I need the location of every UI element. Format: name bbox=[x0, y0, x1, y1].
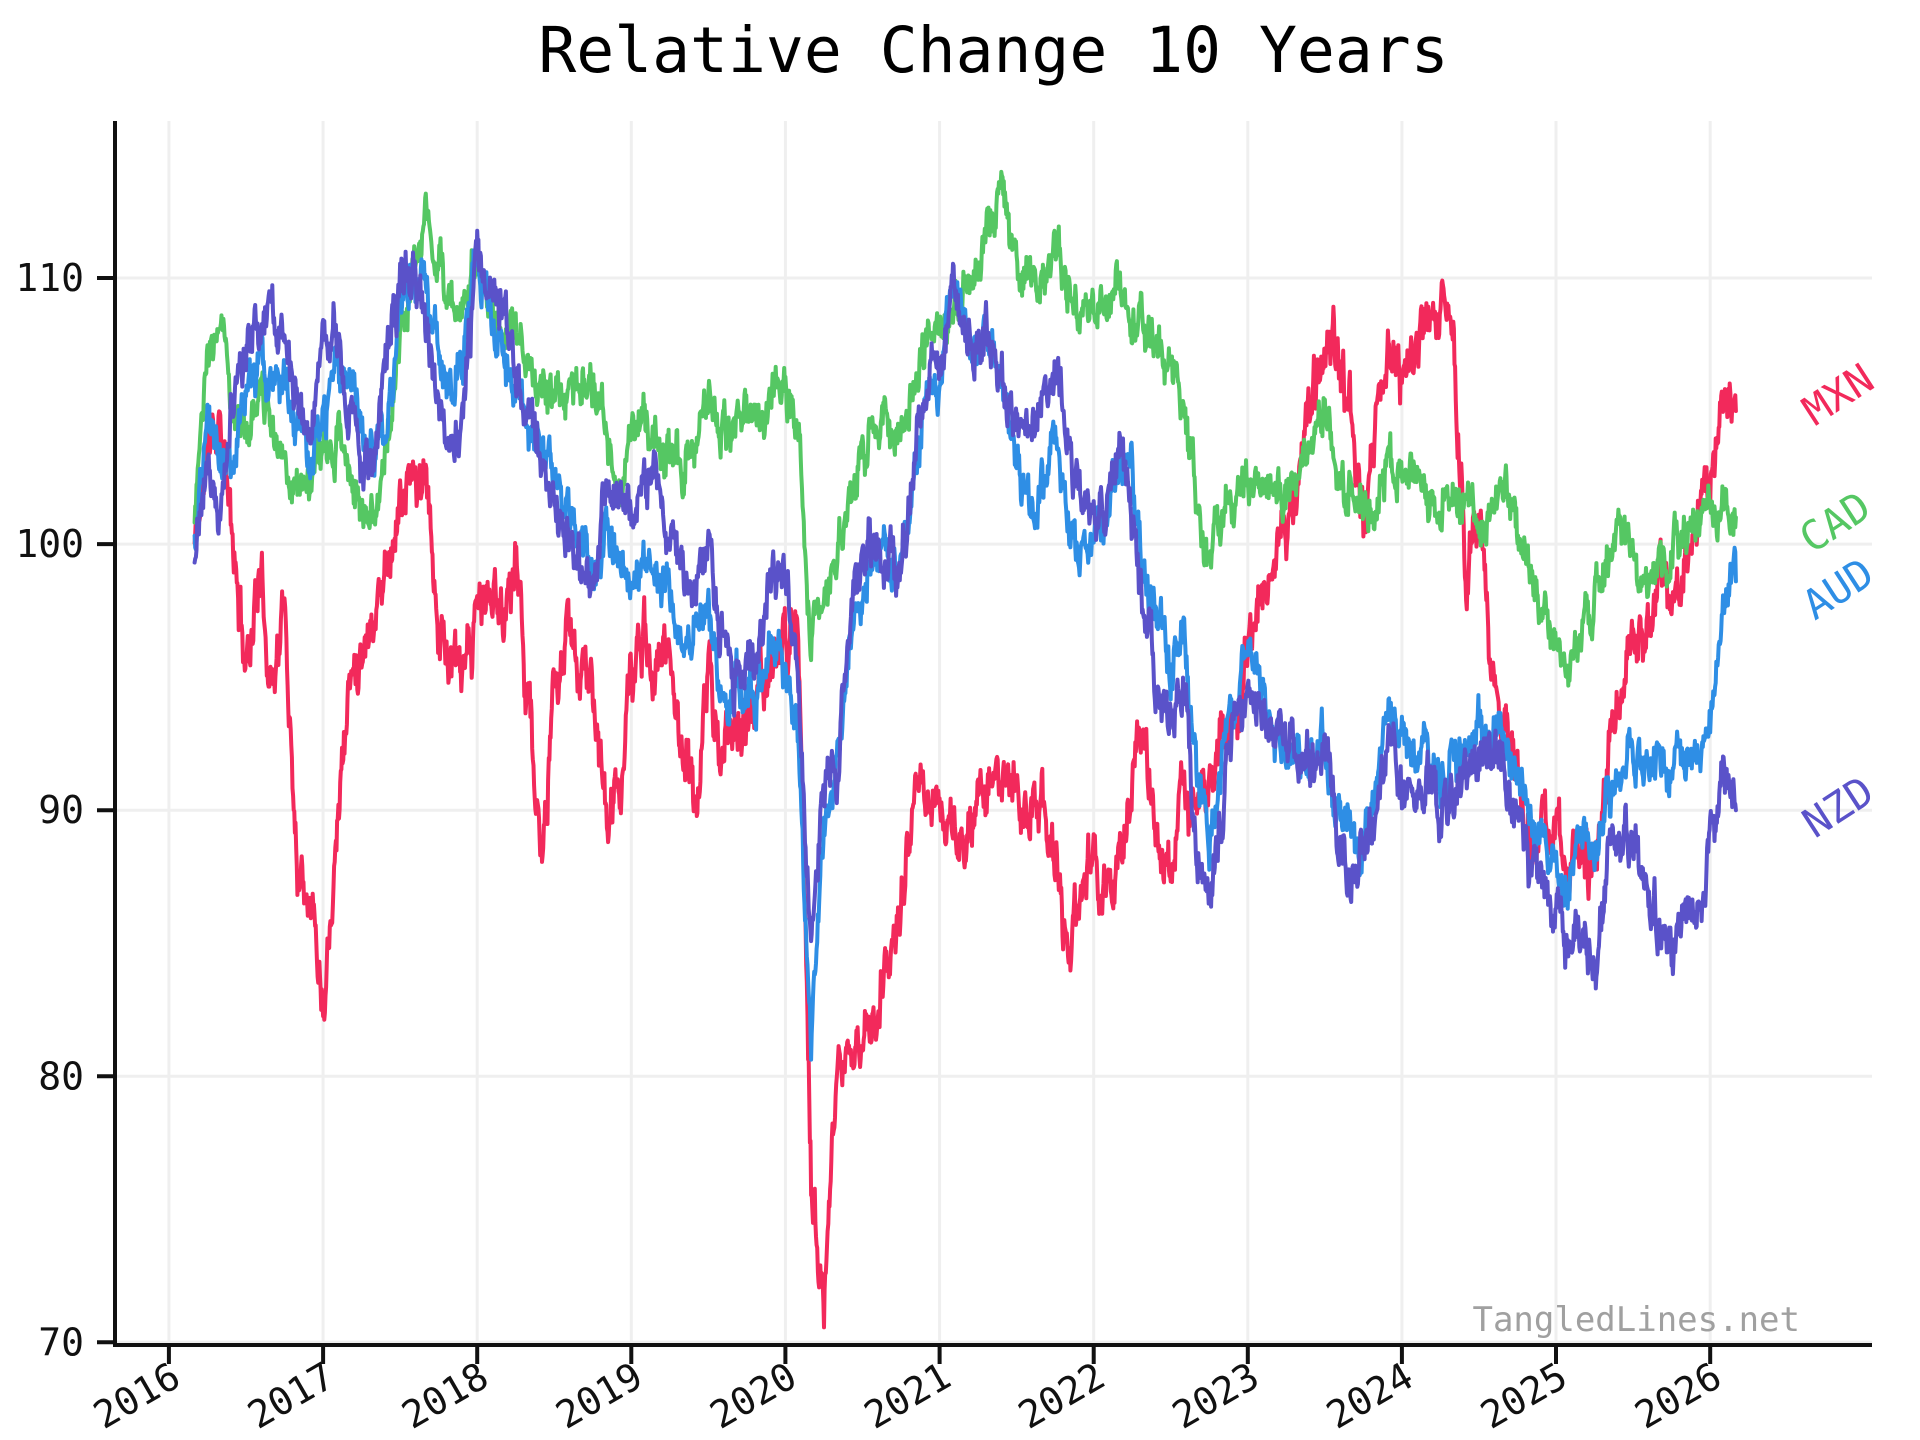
chart-title: Relative Change 10 Years bbox=[538, 14, 1449, 87]
series-label-NZD: NZD bbox=[1794, 767, 1882, 848]
y-tick-label: 100 bbox=[15, 522, 84, 566]
watermark-text: TangledLines.net bbox=[1472, 1300, 1800, 1340]
x-tick-label: 2022 bbox=[1011, 1354, 1112, 1438]
x-tick-label: 2017 bbox=[240, 1354, 341, 1438]
series-line-AUD bbox=[192, 243, 1738, 1062]
y-tick-label: 80 bbox=[38, 1054, 84, 1098]
x-tick-label: 2018 bbox=[394, 1354, 495, 1438]
x-tick-label: 2021 bbox=[857, 1354, 958, 1438]
watermark: TangledLines.net bbox=[1472, 1300, 1800, 1340]
x-tick-label: 2019 bbox=[549, 1354, 650, 1438]
x-tick-label: 2016 bbox=[86, 1354, 187, 1438]
y-tick-label: 90 bbox=[38, 788, 84, 832]
x-tick-label: 2020 bbox=[703, 1354, 804, 1438]
y-tick-label: 110 bbox=[15, 256, 84, 300]
series-label-AUD: AUD bbox=[1794, 549, 1882, 630]
x-tick-label: 2025 bbox=[1473, 1354, 1574, 1438]
x-tick-label: 2024 bbox=[1319, 1354, 1420, 1438]
series-line-NZD bbox=[192, 228, 1738, 991]
series-label-CAD: CAD bbox=[1791, 482, 1879, 563]
x-tick-label: 2026 bbox=[1627, 1354, 1728, 1438]
y-tick-label: 70 bbox=[38, 1320, 84, 1364]
series-line-CAD bbox=[192, 169, 1738, 688]
x-tick-label: 2023 bbox=[1165, 1354, 1266, 1438]
series-label-MXN: MXN bbox=[1794, 354, 1882, 435]
axes bbox=[97, 121, 1872, 1364]
series-lines bbox=[192, 169, 1738, 1330]
